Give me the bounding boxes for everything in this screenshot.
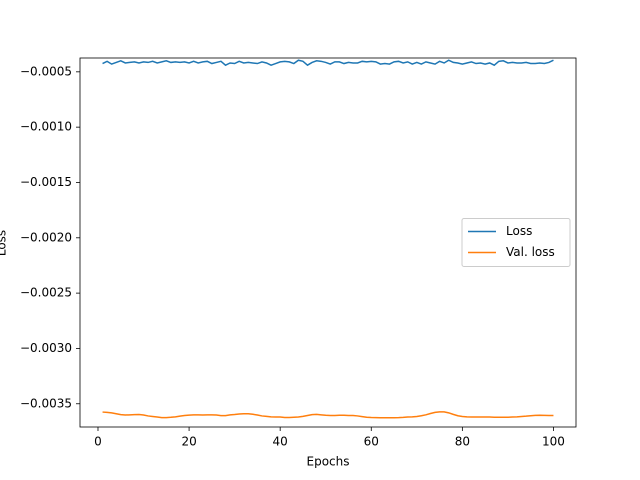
y-tick-label: −0.0025 [20, 286, 72, 300]
legend-label: Val. loss [506, 245, 555, 259]
y-tick-label: −0.0020 [20, 230, 72, 244]
y-tick-label: −0.0005 [20, 64, 72, 78]
y-axis-label: Loss [0, 230, 9, 256]
x-tick-label: 40 [273, 435, 288, 449]
y-tick-label: −0.0035 [20, 396, 72, 410]
data-line [102, 411, 554, 419]
data-line [102, 59, 554, 67]
legend-label: Loss [506, 224, 532, 238]
y-tick-label: −0.0010 [20, 120, 72, 134]
x-tick-label: 80 [455, 435, 470, 449]
y-tick-label: −0.0015 [20, 175, 72, 189]
y-tick-label: −0.0030 [20, 341, 72, 355]
x-axis-label: Epochs [307, 455, 350, 469]
x-tick-label: 20 [181, 435, 196, 449]
x-tick-label: 100 [542, 435, 565, 449]
x-tick-label: 0 [94, 435, 102, 449]
legend-box [461, 218, 571, 267]
x-tick-label: 60 [364, 435, 379, 449]
plot-frame [79, 57, 577, 428]
